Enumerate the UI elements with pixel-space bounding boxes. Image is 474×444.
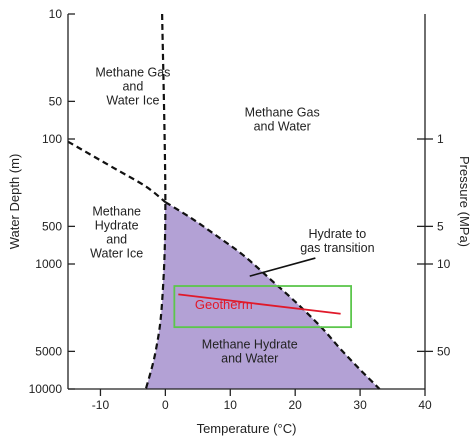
gas-ice-hydrate-boundary-line — [67, 140, 167, 204]
annotation-transition: Hydrate to — [309, 227, 367, 241]
y-right-tick-label: 1 — [437, 132, 444, 146]
region-label-hydrate_ice: Hydrate — [95, 219, 139, 233]
geotherm-line — [178, 293, 341, 315]
x-tick-label: 10 — [224, 398, 238, 412]
region-label-gas_ice: Methane Gas — [95, 65, 170, 79]
annotation-pointer-line — [249, 257, 316, 277]
water-ice-boundary-line — [144, 13, 167, 390]
y-left-tick-label: 10 — [49, 7, 63, 21]
y-left-tick-label: 100 — [42, 132, 62, 146]
region-label-gas_ice: and — [122, 79, 143, 93]
annotation-transition: gas transition — [300, 241, 374, 255]
x-tick-label: -10 — [92, 398, 110, 412]
y-left-tick-label: 50 — [49, 94, 63, 108]
y-right-tick-label: 5 — [437, 219, 444, 233]
x-tick-label: 30 — [353, 398, 367, 412]
x-axis-label: Temperature (°C) — [197, 421, 297, 436]
region-label-hydrate_ice: and — [106, 233, 127, 247]
region-label-gas_water: and Water — [254, 120, 311, 134]
region-label-gas_ice: Water Ice — [106, 93, 159, 107]
x-tick-label: 40 — [418, 398, 432, 412]
hydrate-stability-region — [145, 202, 380, 389]
y-left-tick-label: 10000 — [29, 382, 63, 396]
region-label-hydrate_water: and Water — [221, 351, 278, 365]
x-tick-label: 0 — [162, 398, 169, 412]
y-left-axis-label: Water Depth (m) — [7, 154, 22, 250]
region-label-gas_water: Methane Gas — [245, 106, 320, 120]
y-left-tick-label: 5000 — [35, 344, 62, 358]
y-right-tick-label: 50 — [437, 344, 451, 358]
geotherm-highlight-box — [173, 285, 353, 329]
frame-layer — [67, 13, 433, 396]
region-label-hydrate_ice: Methane — [92, 205, 141, 219]
line-layer — [67, 13, 381, 390]
x-tick-label: 20 — [289, 398, 303, 412]
y-left-tick-label: 500 — [42, 219, 62, 233]
geotherm-label: Geotherm — [195, 297, 253, 312]
y-right-tick-label: 10 — [437, 257, 451, 271]
y-left-tick-label: 1000 — [35, 257, 62, 271]
region-label-hydrate_water: Methane Hydrate — [202, 337, 298, 351]
fill-layer — [145, 202, 380, 389]
hydrate-gas-boundary-line — [164, 201, 381, 390]
y-right-axis-label: Pressure (MPa) — [457, 156, 472, 247]
text-layer: Geotherm -10 0 10 20 30 40 10 50 100 500 1000 5000 10… — [7, 7, 472, 436]
region-label-hydrate_ice: Water Ice — [90, 247, 143, 261]
